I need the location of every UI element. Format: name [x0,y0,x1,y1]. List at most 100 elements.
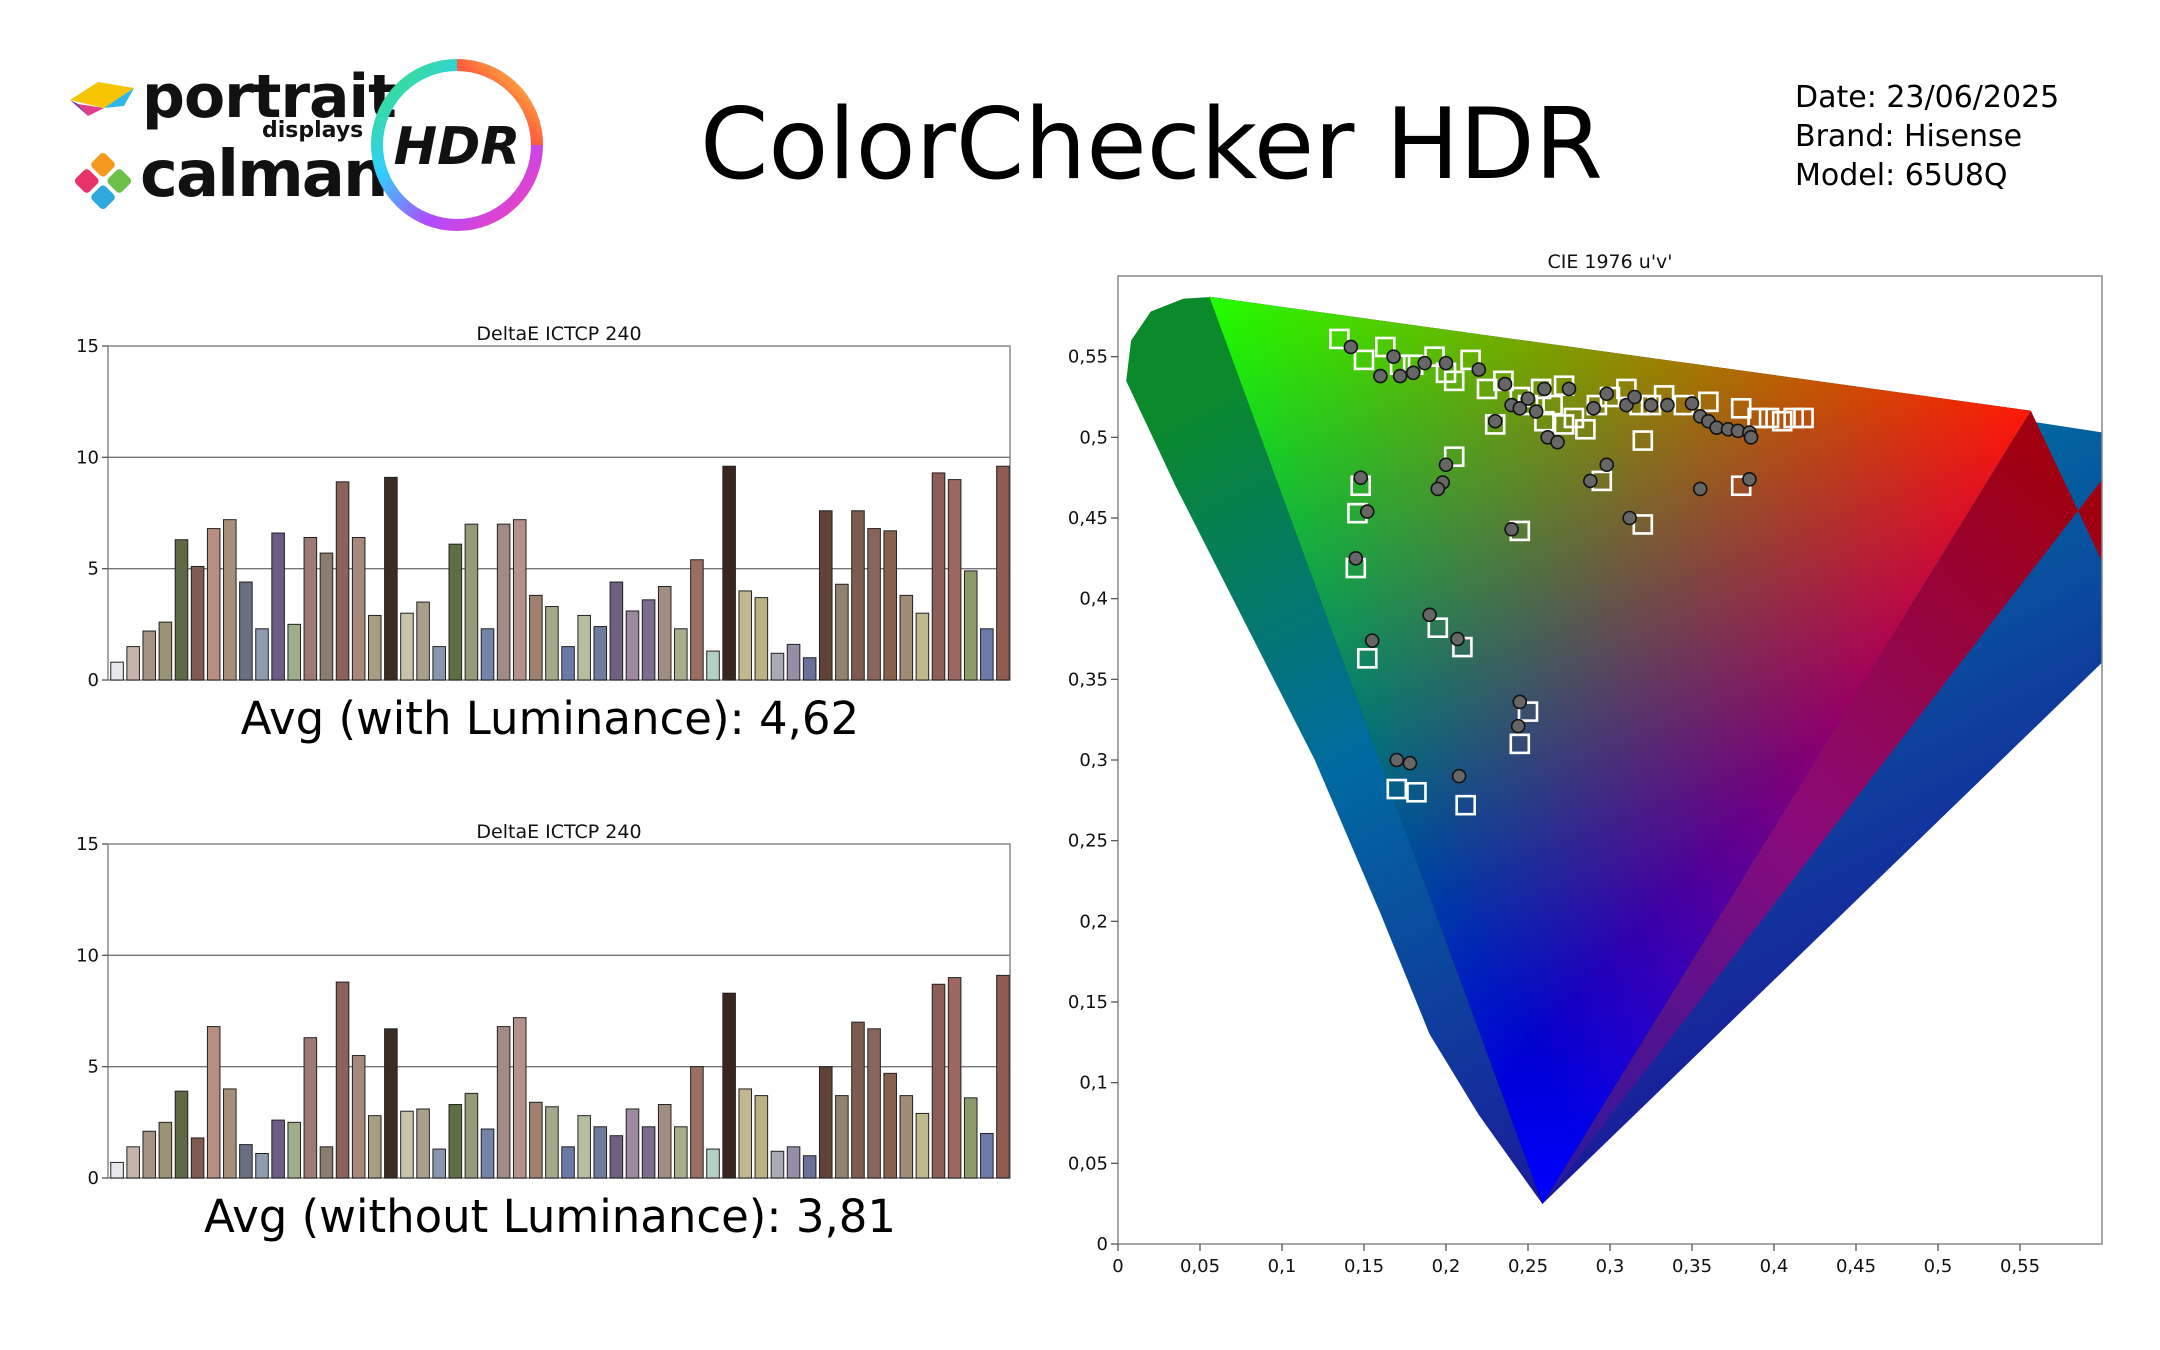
hdr-badge-icon: HDR [371,59,543,231]
cie-gamut-group [1126,296,2102,1204]
x-tick-label: 0,55 [2000,1256,2040,1277]
y-tick-label: 15 [76,336,99,357]
measured-point [1583,473,1598,489]
bar [174,1090,189,1179]
bar [883,1072,897,1179]
bar [529,1101,543,1179]
bar [190,1137,205,1179]
measured-point [1660,397,1675,413]
meta-date: Date: 23/06/2025 [1795,80,2060,115]
bar [303,1037,318,1179]
bar [867,528,881,681]
measured-point [1586,400,1601,416]
y-tick-label: 0,05 [1068,1153,1108,1174]
y-tick-label: 0,1 [1079,1073,1108,1094]
measured-point [1392,368,1408,384]
bar [448,1104,463,1179]
measured-point [1599,457,1615,473]
target-point [1443,446,1465,467]
bar [545,1106,559,1179]
cie-1976-chart: CIE 1976 u'v' 0 0,05 0,1 0,15 0,2 0,25 0,3 0,35 0… [1068,251,2103,1277]
measured-point [1343,339,1359,355]
bar [593,1126,608,1179]
bar [400,612,414,681]
bar [754,1095,769,1179]
bar [158,1121,173,1179]
bar [287,623,302,681]
measured-point [1402,755,1418,771]
measured-point [1359,504,1375,519]
bar [480,1128,495,1179]
bar [802,1155,817,1179]
bar [174,539,189,681]
measured-point [1512,694,1528,710]
target-point [1455,794,1476,816]
portrait-logo-icon [70,82,134,116]
target-point [1632,430,1654,451]
y-tick-label: 0,4 [1079,589,1108,610]
hdr-badge-label: HDR [394,117,521,177]
target-point [1460,349,1481,371]
measured-point [1512,400,1528,416]
measured-point [1528,404,1544,419]
y-tick-label: 10 [76,447,99,468]
bar [529,594,543,681]
measured-point [1438,457,1454,473]
bar [706,650,720,681]
target-point [1509,733,1531,755]
bar [351,536,366,681]
bar [996,974,1010,1179]
bar [593,626,608,681]
measured-point [1389,752,1405,768]
bar [319,552,334,681]
page-title: ColorChecker HDR [700,88,1603,202]
bar [770,1150,785,1179]
x-tick-label: 0,5 [1924,1256,1953,1277]
measured-point [1430,481,1446,497]
bar [577,1115,591,1179]
displays-wordmark: displays [262,118,364,143]
bar [818,510,833,681]
bar [400,1110,414,1179]
target-point [1771,410,1793,432]
bar [899,594,914,681]
measured-point [1643,397,1659,413]
bar [367,1115,382,1179]
y-tick-label: 0,2 [1079,911,1108,932]
y-tick-label: 5 [88,1057,99,1078]
target-point [1793,407,1814,429]
target-point [1747,407,1768,429]
measured-point [1622,510,1637,526]
bar [835,1095,849,1179]
bar [674,628,688,681]
measured-point [1353,470,1369,485]
bar [802,657,817,681]
bar [206,528,221,681]
y-tick-label: 5 [88,559,99,580]
bar [255,628,269,681]
bar [577,614,591,681]
bar [561,646,575,681]
bar [738,590,753,681]
bar [303,536,318,681]
bar [963,1097,978,1179]
chart-title: DeltaE ICTCP 240 [476,821,641,843]
target-point [1534,410,1555,432]
bar [835,583,849,681]
target-point [1575,418,1596,440]
calman-logo-icon [74,152,132,210]
bar [367,614,382,681]
bar [770,652,785,681]
y-tick-label: 0,35 [1068,669,1108,690]
target-point [1758,407,1780,429]
measured-point [1386,349,1401,364]
bar [980,628,994,681]
measured-point [1422,607,1437,623]
bar [851,510,865,681]
bar [384,476,398,681]
bar [496,523,511,681]
measured-point [1450,631,1465,647]
bar [384,1028,398,1179]
bar [899,1095,914,1179]
bar [947,479,962,681]
